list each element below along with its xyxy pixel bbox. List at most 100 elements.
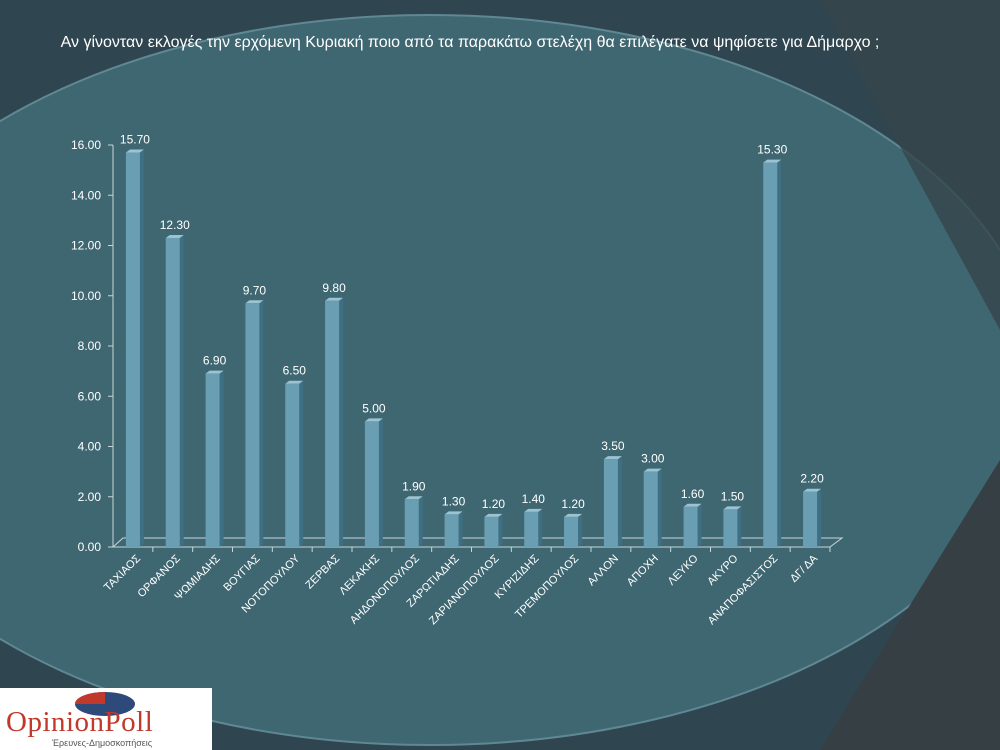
bar-front <box>444 514 459 547</box>
logo-ellipse-icon <box>75 692 135 716</box>
bar <box>564 513 583 547</box>
bar-front <box>325 300 340 547</box>
bar-front <box>205 373 220 547</box>
bar <box>484 513 503 547</box>
bar <box>603 456 622 547</box>
bar-top <box>285 380 304 384</box>
x-category-label: ΑΚΥΡΟ <box>705 552 741 588</box>
bars <box>125 149 822 547</box>
y-tick-label: 8.00 <box>78 339 102 353</box>
bar <box>364 418 383 547</box>
bar-top <box>683 503 702 507</box>
bar <box>285 380 304 547</box>
y-tick-label: 6.00 <box>78 389 102 403</box>
bar-side <box>817 488 822 547</box>
bar-side <box>657 468 662 547</box>
bar-side <box>219 370 224 547</box>
bar <box>763 159 782 547</box>
x-category-label: ΛΕΥΚΟ <box>666 552 701 587</box>
bar-side <box>737 506 742 547</box>
bar-top <box>364 418 383 422</box>
data-label: 2.20 <box>800 472 824 486</box>
x-category-label: ΑΝΑΠΟΦΑΣΙΣΤΟΣ <box>706 552 781 627</box>
y-tick-label: 12.00 <box>71 239 101 253</box>
bar-top <box>524 508 543 512</box>
data-label: 6.90 <box>203 354 227 368</box>
data-label: 1.30 <box>442 494 466 508</box>
bar <box>245 300 264 547</box>
page-title: Αν γίνονταν εκλογές την ερχόμενη Κυριακή… <box>60 34 880 51</box>
bar-front <box>603 459 618 547</box>
bar-front <box>404 499 419 547</box>
y-tick-label: 2.00 <box>78 490 102 504</box>
bar-side <box>578 513 583 547</box>
data-label: 1.20 <box>482 497 506 511</box>
bar-front <box>683 506 698 547</box>
bar-top <box>325 297 344 301</box>
bar <box>723 506 742 547</box>
bar-top <box>245 300 264 304</box>
bar-top <box>125 149 144 153</box>
bar <box>325 297 344 547</box>
bar-front <box>484 516 499 547</box>
data-label: 1.50 <box>721 489 745 503</box>
bar <box>125 149 144 547</box>
y-tick-label: 10.00 <box>71 289 101 303</box>
bar-side <box>498 513 503 547</box>
x-category-label: ΑΗΔΟΝΟΠΟΥΛΟΣ <box>348 552 422 626</box>
bar-side <box>538 508 543 547</box>
opinion-poll-logo: OpinionPoll Έρευνες-Δημοσκοπήσεις <box>0 688 212 750</box>
bar-side <box>259 300 264 547</box>
x-category-label: ΔΓ/ ΔΑ <box>788 552 821 585</box>
x-category-label: ΒΟΥΓΙΑΣ <box>221 553 262 594</box>
logo-tagline: Έρευνες-Δημοσκοπήσεις <box>52 738 153 748</box>
y-tick-label: 14.00 <box>71 188 101 202</box>
bar-front <box>524 511 539 547</box>
data-label: 3.50 <box>601 439 625 453</box>
data-label: 15.70 <box>120 133 150 147</box>
y-tick-label: 16.00 <box>71 138 101 152</box>
bar <box>165 234 184 547</box>
data-label: 5.00 <box>362 401 386 415</box>
bar-side <box>418 496 423 547</box>
bar-side <box>179 234 184 547</box>
bar-front <box>803 491 818 547</box>
bar <box>524 508 543 547</box>
y-axis: 0.00 2.00 4.00 6.00 8.00 10.00 12.00 14.00 16.00 <box>71 138 114 554</box>
data-label: 15.30 <box>757 143 787 157</box>
bar-front <box>285 383 300 547</box>
bar-side <box>378 418 383 547</box>
bar-top <box>723 506 742 510</box>
data-labels: 15.70 12.30 6.90 9.70 6.50 9.80 5.00 1.90 1.30 1.… <box>120 133 824 511</box>
x-category-label: ΖΑΡΙΑΝΟΠΟΥΛΟΣ <box>427 553 502 628</box>
bar-front <box>643 471 658 547</box>
bar-side <box>777 159 782 547</box>
bar-top <box>444 511 463 515</box>
x-category-label: ΖΕΡΒΑΣ <box>303 553 342 592</box>
logo-brand-text: OpinionPoll <box>6 706 154 738</box>
bar-top <box>763 159 782 163</box>
bar-side <box>299 380 304 547</box>
data-label: 3.00 <box>641 452 665 466</box>
y-tick-label: 0.00 <box>78 540 102 554</box>
data-label: 9.70 <box>243 283 267 297</box>
bar-front <box>723 509 738 547</box>
bar-front <box>245 303 260 547</box>
bar-front <box>364 421 379 547</box>
data-label: 1.90 <box>402 479 426 493</box>
bar-top <box>484 513 503 517</box>
bar-side <box>139 149 144 547</box>
x-category-label: ΑΛΛΟΝ <box>585 553 621 589</box>
bar <box>404 496 423 547</box>
bar-top <box>404 496 423 500</box>
data-label: 1.40 <box>522 492 546 506</box>
bar-front <box>165 237 180 547</box>
data-label: 12.30 <box>160 218 190 232</box>
y-tick-label: 4.00 <box>78 440 102 454</box>
data-label: 6.50 <box>283 364 307 378</box>
bar-front <box>564 516 579 547</box>
bar-front <box>763 162 778 547</box>
bar <box>683 503 702 547</box>
